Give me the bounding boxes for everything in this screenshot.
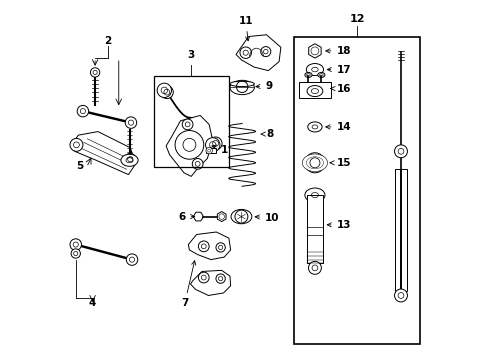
Circle shape bbox=[160, 86, 173, 99]
Bar bbox=[307, 195, 323, 263]
Text: 10: 10 bbox=[255, 213, 280, 222]
Text: 15: 15 bbox=[330, 158, 351, 168]
Circle shape bbox=[192, 158, 203, 169]
Circle shape bbox=[175, 131, 204, 159]
Circle shape bbox=[71, 249, 80, 258]
Circle shape bbox=[70, 239, 81, 250]
Circle shape bbox=[126, 254, 138, 265]
Circle shape bbox=[157, 83, 171, 98]
Bar bbox=[299, 82, 331, 98]
Text: 1: 1 bbox=[212, 144, 228, 154]
Text: 8: 8 bbox=[261, 129, 274, 139]
Text: 2: 2 bbox=[104, 36, 112, 46]
Circle shape bbox=[240, 47, 251, 58]
Circle shape bbox=[394, 289, 408, 302]
Circle shape bbox=[394, 145, 408, 158]
Text: 18: 18 bbox=[326, 46, 351, 56]
Circle shape bbox=[77, 105, 89, 117]
Polygon shape bbox=[188, 232, 231, 260]
Ellipse shape bbox=[305, 72, 312, 77]
Text: 6: 6 bbox=[178, 212, 195, 221]
Ellipse shape bbox=[121, 154, 138, 166]
Polygon shape bbox=[236, 35, 281, 71]
Bar bbox=[395, 169, 407, 291]
Circle shape bbox=[198, 241, 209, 252]
Text: 11: 11 bbox=[239, 16, 253, 41]
Ellipse shape bbox=[318, 72, 325, 77]
Polygon shape bbox=[309, 44, 321, 58]
Bar bbox=[153, 76, 229, 167]
Polygon shape bbox=[194, 212, 203, 221]
Circle shape bbox=[216, 243, 225, 252]
Bar bbox=[205, 148, 216, 153]
Circle shape bbox=[182, 119, 193, 130]
Circle shape bbox=[305, 153, 325, 173]
Text: 17: 17 bbox=[327, 64, 351, 75]
Circle shape bbox=[125, 117, 137, 129]
Ellipse shape bbox=[230, 81, 254, 87]
Polygon shape bbox=[191, 270, 231, 296]
Polygon shape bbox=[166, 116, 213, 176]
Circle shape bbox=[198, 272, 209, 283]
Circle shape bbox=[209, 137, 222, 150]
Ellipse shape bbox=[302, 154, 327, 172]
Circle shape bbox=[205, 138, 220, 152]
Polygon shape bbox=[72, 132, 136, 175]
Text: 12: 12 bbox=[349, 14, 365, 24]
Circle shape bbox=[310, 158, 320, 168]
Text: 13: 13 bbox=[327, 220, 351, 230]
Text: 3: 3 bbox=[188, 50, 195, 60]
Circle shape bbox=[124, 153, 136, 165]
Text: 7: 7 bbox=[181, 261, 196, 308]
Ellipse shape bbox=[230, 80, 254, 95]
Text: 4: 4 bbox=[89, 298, 96, 308]
Text: 5: 5 bbox=[76, 161, 84, 171]
Circle shape bbox=[309, 261, 321, 274]
Circle shape bbox=[216, 274, 225, 283]
Text: 9: 9 bbox=[256, 81, 272, 91]
Text: 14: 14 bbox=[326, 122, 351, 132]
Polygon shape bbox=[218, 212, 226, 222]
Bar bbox=[294, 37, 420, 344]
Ellipse shape bbox=[305, 188, 325, 202]
Ellipse shape bbox=[308, 122, 322, 132]
Circle shape bbox=[70, 138, 83, 151]
Circle shape bbox=[206, 147, 212, 154]
Ellipse shape bbox=[307, 86, 323, 96]
Ellipse shape bbox=[231, 210, 252, 224]
Ellipse shape bbox=[306, 63, 323, 76]
Circle shape bbox=[261, 46, 271, 57]
Text: 16: 16 bbox=[331, 84, 351, 94]
Circle shape bbox=[91, 68, 100, 77]
